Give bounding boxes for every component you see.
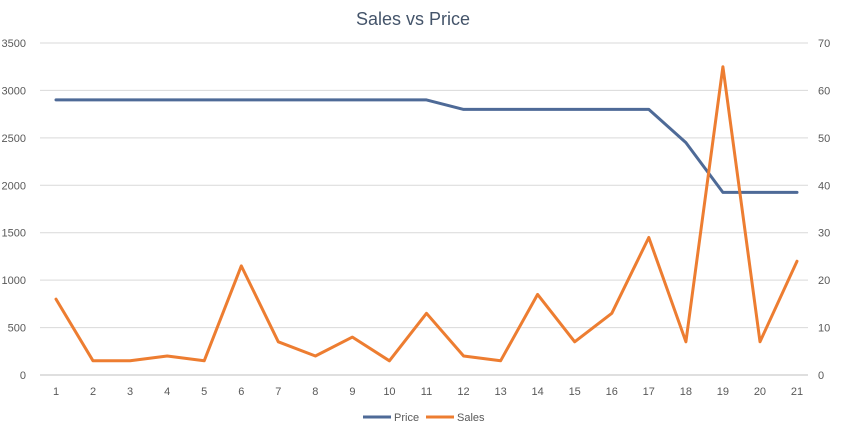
right-tick-label: 50 [818, 133, 830, 145]
x-tick-label: 17 [643, 386, 655, 398]
x-tick-label: 12 [457, 386, 469, 398]
right-tick-label: 0 [818, 370, 824, 382]
x-tick-label: 18 [680, 386, 692, 398]
left-tick-label: 1000 [2, 275, 26, 287]
right-tick-label: 60 [818, 85, 830, 97]
series-lines [54, 65, 799, 363]
left-tick-label: 2000 [2, 180, 26, 192]
legend-label-sales: Sales [457, 412, 485, 424]
x-tick-label: 8 [312, 386, 318, 398]
right-tick-label: 20 [818, 275, 830, 287]
x-tick-label: 9 [349, 386, 355, 398]
legend-label-price: Price [394, 412, 419, 424]
x-tick-label: 21 [791, 386, 803, 398]
right-axis-ticks: 0 10 20 30 40 50 60 70 [818, 38, 830, 382]
x-tick-label: 20 [754, 386, 766, 398]
right-tick-label: 30 [818, 228, 830, 240]
x-tick-label: 2 [90, 386, 96, 398]
right-tick-label: 70 [818, 38, 830, 50]
x-tick-label: 16 [606, 386, 618, 398]
right-tick-label: 10 [818, 323, 830, 335]
left-tick-label: 2500 [2, 133, 26, 145]
x-tick-label: 5 [201, 386, 207, 398]
left-tick-label: 3000 [2, 85, 26, 97]
series-line-price [54, 98, 799, 194]
left-tick-label: 500 [8, 323, 26, 335]
chart-title: Sales vs Price [356, 9, 470, 29]
x-tick-label: 19 [717, 386, 729, 398]
x-tick-label: 7 [275, 386, 281, 398]
x-tick-label: 13 [494, 386, 506, 398]
x-tick-label: 6 [238, 386, 244, 398]
x-tick-label: 1 [53, 386, 59, 398]
x-tick-label: 10 [383, 386, 395, 398]
x-tick-label: 14 [532, 386, 544, 398]
x-axis-ticks: 1 2 3 4 5 6 7 8 9 10 11 12 13 14 15 16 17 18 19 20 21 [53, 386, 803, 398]
left-tick-label: 1500 [2, 228, 26, 240]
series-line-sales [54, 65, 799, 363]
x-tick-label: 15 [569, 386, 581, 398]
x-tick-label: 4 [164, 386, 170, 398]
left-axis-ticks: 0 500 1000 1500 2000 2500 3000 3500 [2, 38, 26, 382]
gridlines [40, 42, 808, 376]
x-tick-label: 3 [127, 386, 133, 398]
left-tick-label: 3500 [2, 38, 26, 50]
left-tick-label: 0 [20, 370, 26, 382]
right-tick-label: 40 [818, 180, 830, 192]
x-tick-label: 11 [421, 386, 432, 398]
legend: Price Sales [363, 412, 485, 424]
